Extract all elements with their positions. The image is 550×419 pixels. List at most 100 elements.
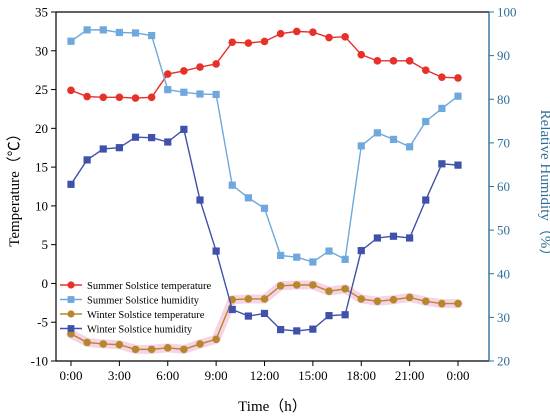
y2-tick-label: 50	[497, 223, 510, 238]
x-axis-label: Time（h）	[238, 398, 307, 415]
data-point	[422, 196, 430, 204]
legend-entry-3: Winter Solstice temperature	[60, 310, 205, 321]
data-point	[454, 92, 462, 100]
data-point	[389, 295, 398, 304]
legend: Summer Solstice temperature Summer Solsti…	[60, 281, 212, 335]
data-point	[421, 66, 430, 74]
data-point	[99, 145, 107, 153]
y-tick-label: 35	[35, 5, 48, 20]
data-point	[163, 344, 172, 352]
data-point	[438, 104, 446, 113]
data-point	[164, 86, 172, 94]
x-tick-label: 0:00	[446, 368, 469, 383]
data-point	[180, 88, 188, 96]
y-tick-label: 10	[35, 198, 48, 213]
axis-labels: Time（h） Temperature（℃） Relative Humidity…	[6, 110, 550, 415]
data-point	[260, 295, 269, 303]
data-point	[212, 60, 220, 68]
legend-label: Summer Solstice humidity	[87, 295, 200, 306]
data-point	[325, 33, 333, 42]
y2-tick-label: 40	[497, 266, 510, 281]
data-point	[422, 117, 430, 126]
y2-axis-label: Relative Humidity（%）	[537, 110, 550, 264]
plot-area	[56, 12, 489, 361]
data-point	[454, 161, 462, 169]
legend-label: Summer Solstice temperature	[87, 281, 212, 292]
y-tick-label: 25	[35, 82, 48, 97]
data-point	[148, 134, 156, 142]
data-point	[276, 29, 285, 38]
data-point	[309, 28, 317, 36]
series-layer	[66, 26, 463, 354]
data-point	[244, 39, 253, 47]
data-point	[438, 73, 446, 81]
data-point	[373, 57, 382, 65]
data-point	[389, 57, 398, 65]
data-point	[164, 138, 172, 146]
series-1	[67, 27, 462, 102]
axes-frame	[55, 11, 490, 362]
data-point	[341, 33, 349, 41]
data-point	[293, 327, 301, 335]
data-point	[228, 305, 236, 314]
data-point	[389, 232, 398, 240]
data-point	[196, 63, 204, 71]
data-point	[357, 295, 366, 303]
data-point	[341, 255, 349, 263]
data-point	[180, 345, 188, 354]
data-point	[357, 142, 365, 150]
data-point	[99, 93, 108, 102]
data-point	[373, 297, 382, 306]
y-tick-label: 0	[42, 276, 49, 291]
data-point	[244, 295, 253, 303]
data-point	[212, 335, 220, 344]
data-point	[373, 234, 381, 242]
legend-label: Winter Solstice temperature	[87, 310, 205, 321]
data-point	[292, 281, 301, 289]
data-point	[212, 247, 220, 255]
y2-tick-label: 30	[497, 310, 510, 325]
y2-tick-label: 70	[497, 135, 510, 150]
y-tick-label: -5	[37, 315, 48, 330]
data-point	[131, 345, 140, 354]
data-point	[99, 340, 108, 348]
legend-entry-2: Summer Solstice humidity	[60, 295, 200, 306]
data-point	[277, 251, 285, 260]
data-point	[196, 340, 204, 348]
plot-background	[56, 12, 489, 361]
legend-entry-4: Winter Solstice humidity	[60, 324, 193, 335]
y2-tick-label: 100	[497, 5, 517, 20]
legend-label: Winter Solstice humidity	[87, 324, 193, 335]
data-point	[325, 312, 333, 320]
data-point	[454, 299, 462, 308]
data-point	[67, 180, 75, 188]
legend-marker	[67, 310, 75, 318]
data-point	[83, 156, 91, 164]
data-point	[228, 38, 237, 47]
data-point	[406, 143, 414, 151]
x-tick-label: 3:00	[108, 368, 131, 383]
data-point	[67, 37, 75, 45]
data-point	[325, 287, 333, 296]
data-point	[147, 93, 156, 102]
y-tick-label: 15	[35, 160, 48, 175]
data-point	[244, 194, 252, 202]
data-point	[83, 92, 91, 101]
data-point	[260, 204, 269, 212]
data-point	[341, 311, 349, 319]
data-point	[163, 70, 172, 78]
data-point	[196, 90, 204, 98]
series-4	[67, 125, 462, 335]
y-axis-label: Temperature（℃）	[6, 126, 23, 247]
series-2	[67, 26, 462, 266]
data-point	[438, 299, 446, 308]
y-tick-label: 30	[35, 43, 48, 58]
data-point	[115, 93, 124, 102]
data-point	[83, 338, 91, 347]
data-point	[131, 29, 140, 37]
y2-tick-label: 90	[497, 48, 510, 63]
data-point	[115, 28, 123, 37]
data-point	[421, 297, 430, 306]
data-point	[115, 340, 124, 349]
data-point	[309, 325, 317, 333]
